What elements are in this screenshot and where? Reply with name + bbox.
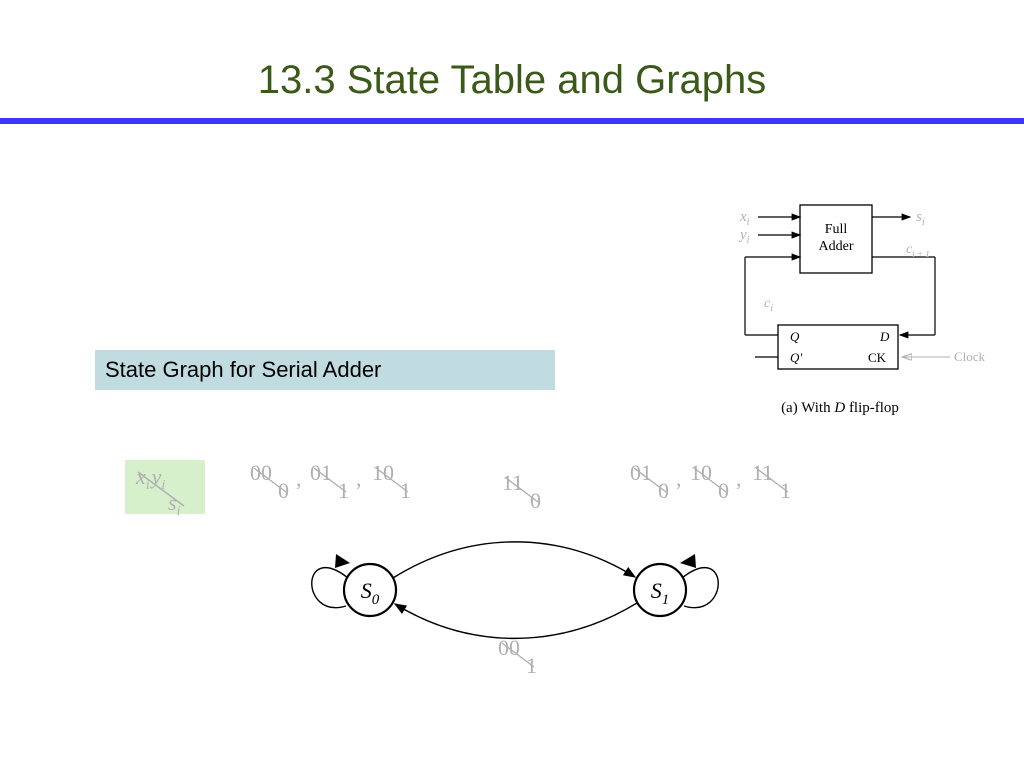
svg-text:1: 1 [780, 478, 791, 503]
svg-text:0: 0 [278, 478, 289, 503]
lower-arc-label: 001 [498, 635, 537, 678]
svg-text:si: si [168, 490, 181, 519]
port-q: Q [790, 329, 800, 344]
signal-x: xi [739, 209, 750, 228]
page-title: 13.3 State Table and Graphs [0, 58, 1024, 103]
svg-text:,: , [736, 466, 742, 491]
title-rule [0, 118, 1024, 124]
svg-text:,: , [676, 466, 682, 491]
edge-s1-self [682, 568, 718, 608]
port-d: D [879, 329, 890, 344]
subtitle-box: State Graph for Serial Adder [95, 350, 555, 390]
svg-text:1: 1 [400, 478, 411, 503]
signal-y: yi [738, 227, 750, 246]
svg-text:0: 0 [530, 488, 541, 513]
circuit-diagram: Full Adder xi yi si ci + 1 Q D Q' CK ci … [710, 170, 990, 430]
signal-c-out: ci + 1 [906, 242, 930, 259]
legend-fraction: xiyi si [135, 464, 184, 519]
signal-s: si [916, 209, 925, 228]
svg-text:0: 0 [658, 478, 669, 503]
port-qp: Q' [790, 350, 802, 365]
svg-text:0: 0 [718, 478, 729, 503]
upper-arc-label: 110 [502, 470, 541, 513]
full-adder-label-top: Full [825, 222, 848, 237]
s1-self-labels: 010 , 100 , 111 [630, 460, 791, 503]
svg-text:1: 1 [526, 653, 537, 678]
s0-self-labels: 000 , 011 , 101 [250, 460, 411, 503]
caption-var: D [834, 400, 845, 416]
state-graph: xiyi si 000 , 011 , 101 110 010 , 100 , … [120, 450, 880, 680]
node-s0-label: S0 [361, 578, 380, 608]
circuit-caption: (a) With D flip-flop [710, 400, 970, 417]
caption-prefix: (a) With [781, 400, 834, 416]
edge-s0-s1 [393, 542, 635, 578]
node-s1-label: S1 [651, 578, 670, 608]
signal-c-in: ci [764, 296, 773, 314]
port-ck: CK [868, 350, 887, 365]
svg-text:1: 1 [338, 478, 349, 503]
caption-suffix: flip-flop [845, 400, 899, 416]
full-adder-label-bot: Adder [819, 239, 854, 254]
svg-text:,: , [296, 466, 302, 491]
edge-s1-s0 [395, 603, 637, 638]
signal-clock: Clock [954, 349, 986, 364]
edge-s0-self [312, 568, 348, 608]
svg-text:,: , [356, 466, 362, 491]
subtitle-text: State Graph for Serial Adder [105, 357, 381, 383]
